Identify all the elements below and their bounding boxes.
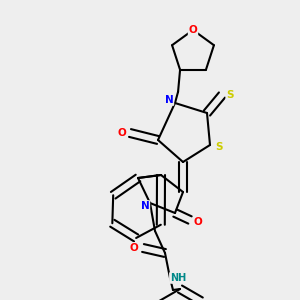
Text: O: O bbox=[194, 217, 202, 227]
Text: O: O bbox=[189, 25, 197, 35]
Text: N: N bbox=[141, 201, 149, 211]
Text: O: O bbox=[130, 243, 138, 253]
Text: N: N bbox=[165, 95, 173, 105]
Text: S: S bbox=[226, 90, 234, 100]
Text: NH: NH bbox=[170, 273, 186, 283]
Text: O: O bbox=[118, 128, 126, 138]
Text: S: S bbox=[215, 142, 223, 152]
